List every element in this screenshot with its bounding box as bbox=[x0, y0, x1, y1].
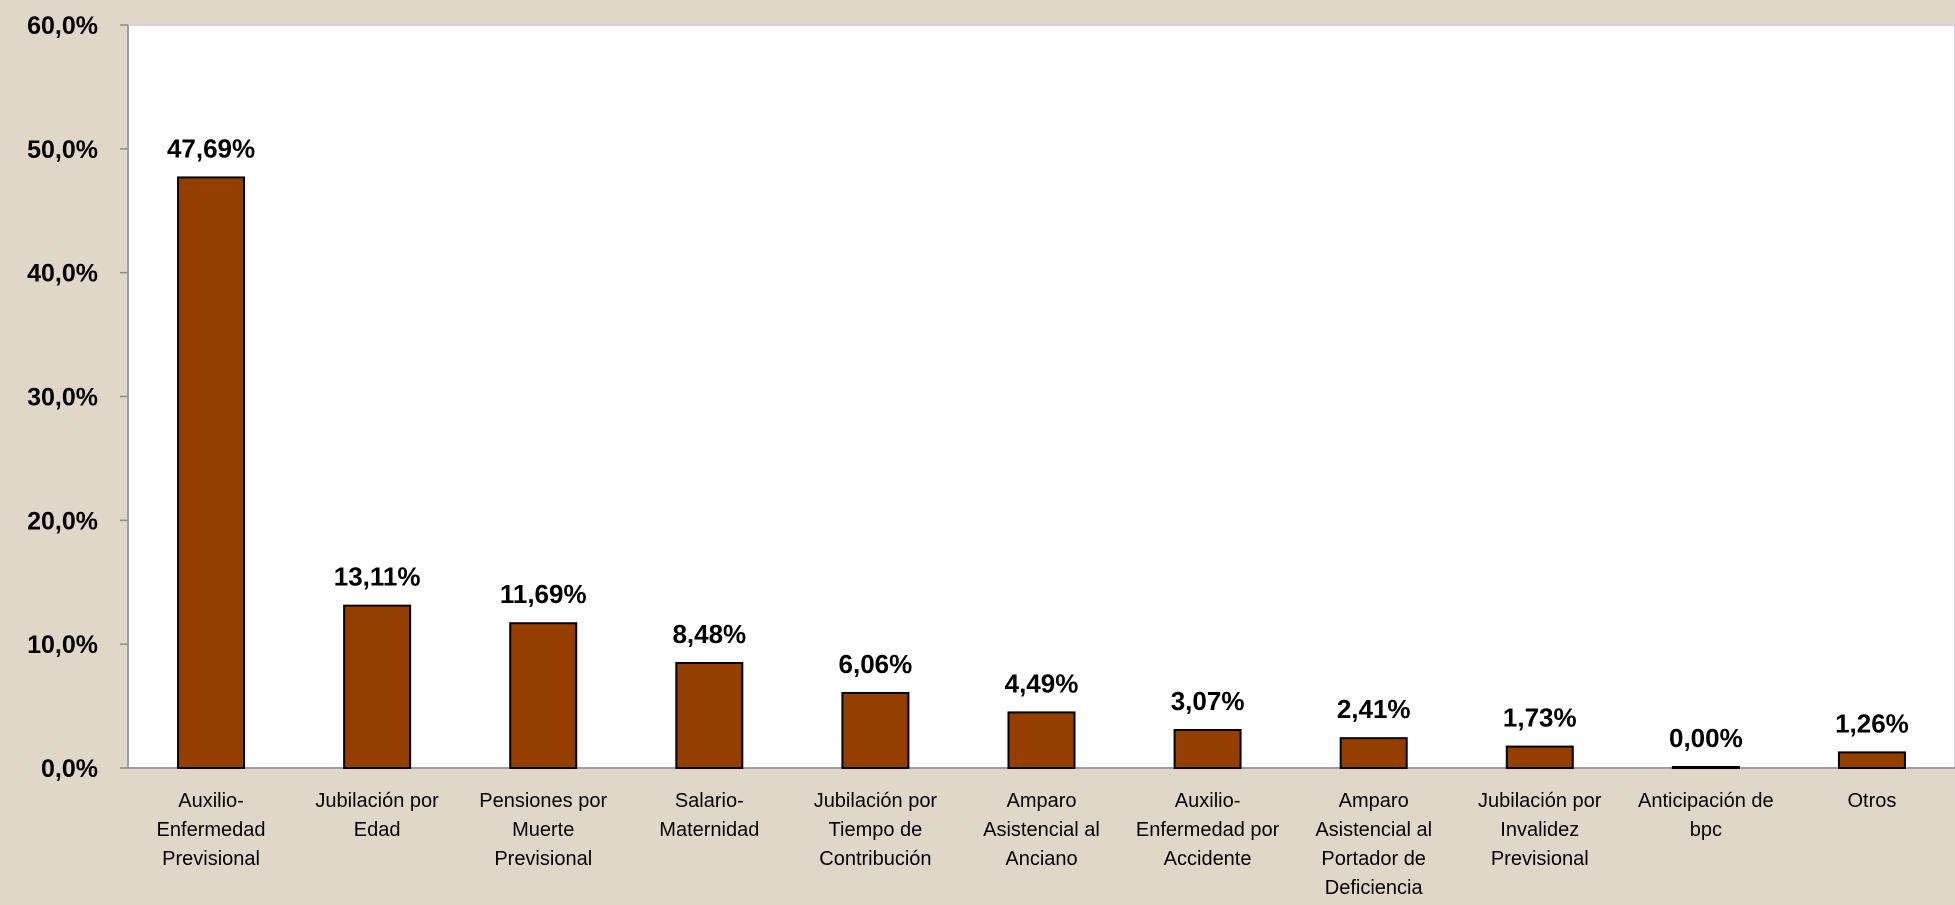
x-tick-label-line: Portador de bbox=[1321, 848, 1426, 870]
x-tick-label-line: Pensiones por bbox=[479, 790, 607, 812]
data-label: 6,06% bbox=[839, 649, 913, 679]
x-tick-label-line: Previsional bbox=[1491, 848, 1589, 870]
x-tick-label-line: Contribución bbox=[819, 848, 931, 870]
y-tick-label: 10,0% bbox=[27, 631, 98, 659]
bar bbox=[1339, 737, 1408, 770]
x-tick-label-line: Asistencial al bbox=[983, 819, 1100, 841]
x-tick-label-line: Auxilio- bbox=[1175, 790, 1241, 812]
data-label: 3,07% bbox=[1171, 686, 1245, 716]
y-tick-label: 30,0% bbox=[27, 384, 98, 412]
x-tick-label: Auxilio- Enfermedad Previsional bbox=[157, 790, 266, 870]
x-tick-label-line: Jubilación por bbox=[315, 790, 439, 812]
y-tick-label: 20,0% bbox=[27, 507, 98, 535]
bar bbox=[1671, 766, 1740, 769]
data-label: 4,49% bbox=[1005, 668, 1079, 698]
plot-area bbox=[127, 24, 1955, 769]
y-tick-label: 0,0% bbox=[41, 755, 98, 783]
x-tick-label-line: Auxilio- bbox=[178, 790, 244, 812]
x-tick-label-line: Salario- bbox=[675, 790, 744, 812]
bar bbox=[675, 661, 744, 769]
data-label: 1,73% bbox=[1503, 703, 1577, 733]
data-label: 11,69% bbox=[500, 579, 587, 609]
x-tick-label: Amparo Asistencial al Anciano bbox=[983, 790, 1100, 870]
bar bbox=[1007, 711, 1076, 769]
x-tick-label: Jubilación por Edad bbox=[315, 790, 439, 841]
x-tick-label-line: bpc bbox=[1690, 819, 1722, 841]
data-label: 0,00% bbox=[1669, 723, 1743, 753]
x-tick-label-line: Jubilación por bbox=[814, 790, 938, 812]
data-label: 8,48% bbox=[672, 619, 746, 649]
x-tick-label: Salario- Maternidad bbox=[659, 790, 759, 841]
bar bbox=[1173, 728, 1242, 769]
x-tick-label-line: Anticipación de bbox=[1638, 790, 1774, 812]
x-tick-label-line: Amparo bbox=[1339, 790, 1409, 812]
bar bbox=[1837, 751, 1906, 769]
y-tick-label: 40,0% bbox=[27, 260, 98, 288]
x-tick-label: Otros bbox=[1848, 790, 1897, 812]
bar bbox=[343, 604, 412, 769]
x-tick-label-line: Previsional bbox=[494, 848, 592, 870]
bars-group bbox=[177, 176, 1906, 770]
data-label: 13,11% bbox=[334, 562, 421, 592]
x-tick-label-line: Enfermedad bbox=[157, 819, 266, 841]
x-tick-label-line: Previsional bbox=[162, 848, 260, 870]
x-tick-label-line: Deficiencia bbox=[1325, 877, 1424, 899]
x-tick-label: Jubilación por Tiempo de Contribución bbox=[814, 790, 938, 870]
y-axis-ticks: 0,0% 10,0% 20,0% 30,0% 40,0% 50,0% 60,0% bbox=[27, 12, 128, 783]
x-tick-label-line: Invalidez bbox=[1500, 819, 1579, 841]
x-tick-label-line: Muerte bbox=[512, 819, 574, 841]
x-axis-ticks: Auxilio-Enfermedad PrevisionalJubilación … bbox=[157, 790, 1897, 899]
x-tick-label: Pensiones por Muerte Previsional bbox=[479, 790, 607, 870]
x-tick-label-line: Enfermedad por bbox=[1136, 819, 1280, 841]
x-tick-label-line: Asistencial al bbox=[1315, 819, 1432, 841]
x-tick-label: Anticipación de bpc bbox=[1638, 790, 1774, 841]
y-tick-label: 60,0% bbox=[27, 12, 98, 40]
x-tick-label-line: Jubilación por bbox=[1478, 790, 1602, 812]
x-tick-label-line: Anciano bbox=[1005, 848, 1077, 870]
x-tick-label-line: Edad bbox=[354, 819, 401, 841]
bar bbox=[509, 622, 578, 769]
bar bbox=[177, 176, 246, 769]
x-tick-label: Jubilación por Invalidez Previsional bbox=[1478, 790, 1602, 870]
bar bbox=[841, 691, 910, 769]
bar bbox=[1505, 745, 1574, 770]
x-tick-label: Amparo Asistencial al Portador de Deficienc… bbox=[1315, 790, 1432, 899]
x-tick-label-line: Otros bbox=[1848, 790, 1897, 812]
data-label: 47,69% bbox=[167, 133, 255, 163]
data-labels-group: 47,69% 13,11% 11,69% 8,48% 6,06% 4,49% 3,07% 2,… bbox=[167, 133, 1909, 753]
x-tick-label-line: Amparo bbox=[1006, 790, 1076, 812]
x-tick-label-line: Accidente bbox=[1164, 848, 1252, 870]
data-label: 2,41% bbox=[1337, 694, 1411, 724]
x-tick-label: Auxilio- Enfermedad por Accidente bbox=[1136, 790, 1280, 870]
y-tick-label: 50,0% bbox=[27, 136, 98, 164]
x-tick-label-line: Tiempo de bbox=[829, 819, 923, 841]
data-label: 1,26% bbox=[1835, 708, 1909, 738]
x-tick-label-line: Maternidad bbox=[659, 819, 759, 841]
